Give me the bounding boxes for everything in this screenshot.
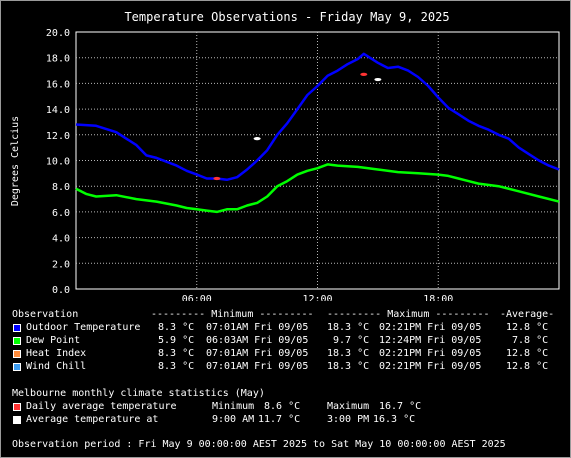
y-tick-label: 2.0	[52, 259, 70, 270]
observation-period: Observation period : Fri May 9 00:00:00 …	[12, 439, 506, 450]
x-tick-labels: 06:00 12:00 18:00	[182, 294, 454, 301]
series-line	[75, 163, 560, 214]
stats-row-min: 5.9 °C	[158, 335, 195, 346]
y-tick-labels: 0.0 2.0 4.0 6.0 8.0 10.0 12.0 14.0 16.0 18.0 20.0	[46, 28, 70, 296]
y-tick-label: 4.0	[52, 234, 70, 245]
stats-row-avg: 12.8 °C	[506, 361, 549, 372]
legend-swatch	[13, 337, 21, 345]
y-tick-label: 6.0	[52, 208, 70, 219]
y-tick-label: 18.0	[46, 54, 70, 65]
climate-swatch	[13, 403, 21, 411]
stats-row-max-time: 02:21PM Fri 09/05	[379, 361, 482, 372]
stats-row-min-time: 07:01AM Fri 09/05	[206, 322, 309, 333]
stats-row-max: 9.7 °C	[333, 335, 370, 346]
climate-row-b-label: Maximum	[327, 401, 370, 412]
stats-row-max: 18.3 °C	[327, 361, 370, 372]
temperature-chart: Temperature Observations - Friday May 9,…	[10, 10, 560, 301]
x-tick-label: 06:00	[182, 294, 212, 301]
stats-header-observation: Observation	[12, 309, 79, 320]
stats-row-min-time: 07:01AM Fri 09/05	[206, 361, 309, 372]
y-tick-label: 16.0	[46, 79, 70, 90]
stats-row-avg: 12.8 °C	[506, 322, 549, 333]
climate-markers	[213, 72, 382, 181]
climate-swatch	[13, 416, 21, 424]
climate-row-label: Average temperature at	[26, 414, 159, 425]
y-tick-label: 14.0	[46, 105, 70, 116]
climate-row-a-value: 8.6 °C	[264, 401, 301, 412]
legend-swatch	[13, 363, 21, 371]
stats-header-maximum: --------- Maximum ---------	[327, 309, 490, 320]
series-line	[75, 52, 560, 182]
stats-row-max: 18.3 °C	[327, 348, 370, 359]
climate-row-b-label: 3:00 PM	[327, 414, 370, 425]
climate-marker	[253, 137, 261, 141]
stats-row-max: 18.3 °C	[327, 322, 370, 333]
y-axis-label: Degrees Celcius	[10, 116, 21, 206]
climate-heading: Melbourne monthly climate statistics (Ma…	[12, 388, 265, 399]
climate-row-a-label: Minimum	[212, 401, 255, 412]
y-tick-label: 0.0	[52, 285, 70, 296]
stats-row-label: Wind Chill	[26, 361, 87, 372]
stats-row-min-time: 06:03AM Fri 09/05	[206, 335, 309, 346]
climate-row-a-label: 9:00 AM	[212, 414, 255, 425]
y-tick-label: 10.0	[46, 157, 70, 168]
stats-row-min: 8.3 °C	[158, 322, 195, 333]
y-tick-label: 8.0	[52, 182, 70, 193]
climate-marker	[213, 176, 221, 181]
chart-title: Temperature Observations - Friday May 9,…	[124, 10, 449, 24]
climate-row-b-value: 16.3 °C	[373, 414, 416, 425]
stats-row-label: Dew Point	[26, 335, 81, 346]
legend-swatch	[13, 324, 21, 332]
stats-row-max-time: 02:21PM Fri 09/05	[379, 322, 482, 333]
climate-row-b-value: 16.7 °C	[379, 401, 422, 412]
stats-row-avg: 12.8 °C	[506, 348, 549, 359]
stats-row-label: Outdoor Temperature	[26, 322, 141, 333]
x-tick-label: 18:00	[423, 294, 453, 301]
grid-lines	[76, 32, 559, 289]
stats-row-label: Heat Index	[26, 348, 87, 359]
stats-row-max-time: 02:21PM Fri 09/05	[379, 348, 482, 359]
stats-row-avg: 7.8 °C	[512, 335, 549, 346]
legend-swatch	[13, 350, 21, 358]
climate-row-label: Daily average temperature	[26, 401, 177, 412]
y-tick-label: 12.0	[46, 131, 70, 142]
stats-row-max-time: 12:24PM Fri 09/05	[379, 335, 482, 346]
stats-row-min: 8.3 °C	[158, 361, 195, 372]
y-tick-label: 20.0	[46, 28, 70, 39]
stats-row-min: 8.3 °C	[158, 348, 195, 359]
stats-row-min-time: 07:01AM Fri 09/05	[206, 348, 309, 359]
climate-row-a-value: 11.7 °C	[258, 414, 301, 425]
x-tick-label: 12:00	[302, 294, 332, 301]
stats-header-average: -Average-	[500, 309, 555, 320]
climate-marker	[360, 72, 368, 77]
series-layer	[75, 52, 560, 214]
stats-header-minimum: --------- Minimum ---------	[151, 309, 314, 320]
climate-marker	[374, 77, 382, 82]
